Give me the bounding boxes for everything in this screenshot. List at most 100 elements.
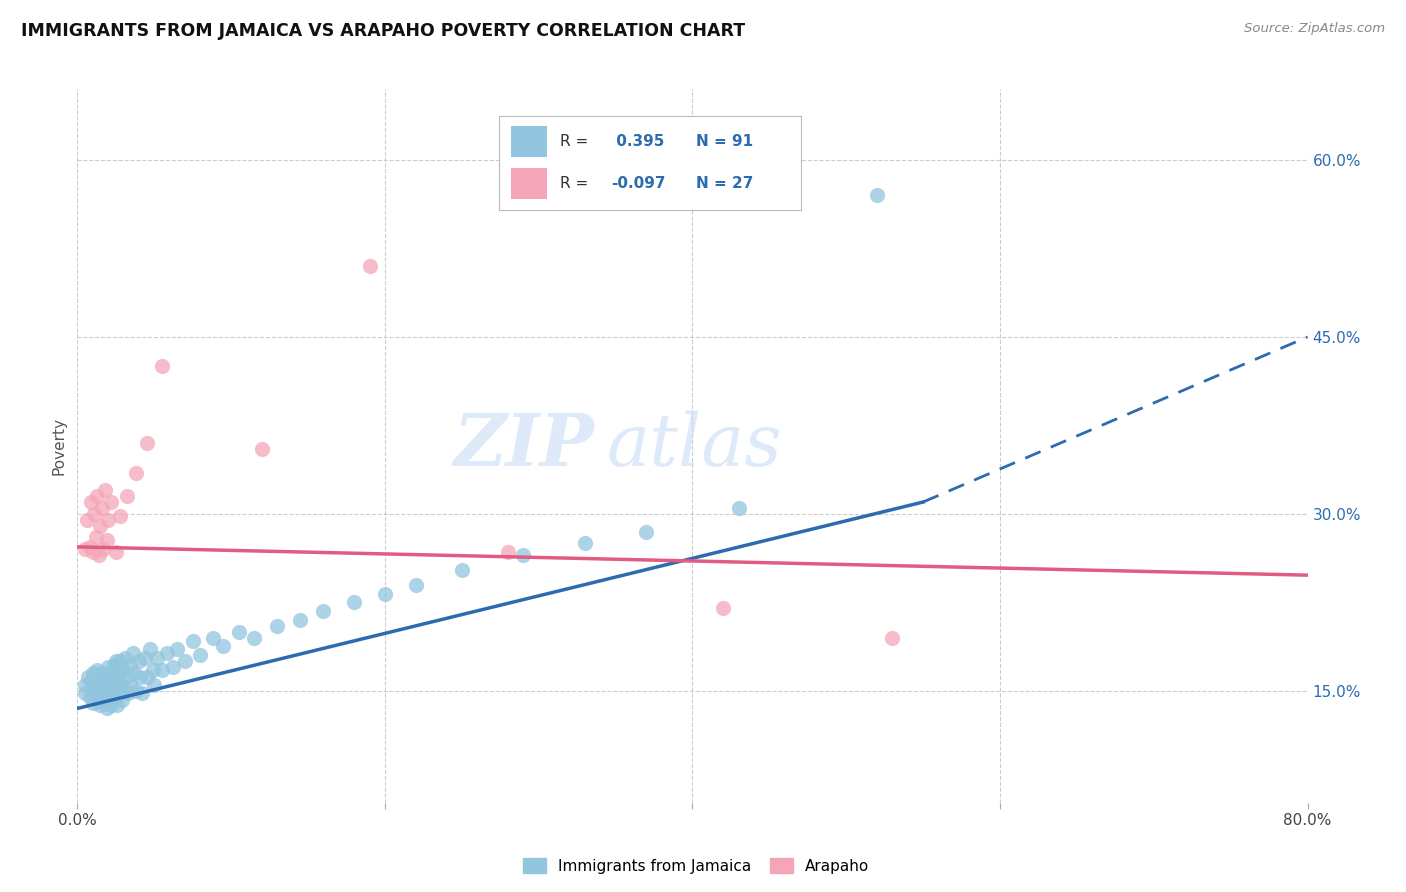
- Point: [128, 654, 150, 668]
- Point: [122, 666, 145, 681]
- Point: [359, 259, 381, 273]
- Point: [94, 483, 117, 498]
- Text: N = 91: N = 91: [696, 134, 752, 149]
- Point: [94, 674, 117, 689]
- Point: [90, 500, 114, 515]
- Point: [82, 696, 104, 710]
- Point: [112, 681, 135, 696]
- Point: [97, 678, 120, 692]
- Point: [103, 678, 125, 692]
- Point: [82, 544, 104, 558]
- Point: [101, 686, 124, 700]
- Point: [96, 701, 118, 715]
- Point: [882, 631, 904, 645]
- Point: [100, 681, 122, 696]
- Point: [250, 442, 273, 456]
- Point: [142, 663, 165, 677]
- Point: [115, 489, 138, 503]
- Point: [96, 533, 118, 547]
- Point: [100, 666, 122, 681]
- Point: [87, 693, 110, 707]
- Point: [110, 509, 132, 524]
- Point: [115, 670, 138, 684]
- Point: [87, 548, 110, 562]
- Legend: Immigrants from Jamaica, Arapaho: Immigrants from Jamaica, Arapaho: [517, 852, 875, 880]
- Point: [574, 536, 596, 550]
- Point: [636, 524, 658, 539]
- Point: [181, 634, 204, 648]
- Point: [79, 540, 101, 554]
- Point: [162, 660, 184, 674]
- Point: [150, 359, 173, 374]
- Point: [93, 681, 115, 696]
- Point: [84, 530, 107, 544]
- Bar: [512, 127, 547, 157]
- Point: [290, 613, 312, 627]
- Point: [105, 698, 128, 712]
- Text: IMMIGRANTS FROM JAMAICA VS ARAPAHO POVERTY CORRELATION CHART: IMMIGRANTS FROM JAMAICA VS ARAPAHO POVER…: [21, 22, 745, 40]
- Point: [82, 666, 104, 681]
- Point: [104, 544, 127, 558]
- Point: [201, 631, 224, 645]
- Text: 0.395: 0.395: [612, 134, 665, 149]
- Point: [73, 678, 96, 692]
- Point: [866, 188, 889, 202]
- Point: [212, 639, 235, 653]
- Point: [114, 650, 136, 665]
- Point: [86, 663, 108, 677]
- Point: [174, 654, 197, 668]
- Point: [89, 670, 111, 684]
- Point: [86, 690, 108, 704]
- Text: Source: ZipAtlas.com: Source: ZipAtlas.com: [1244, 22, 1385, 36]
- Point: [118, 657, 141, 672]
- Point: [405, 577, 427, 591]
- Point: [104, 670, 127, 684]
- Point: [84, 672, 107, 686]
- Point: [97, 660, 120, 674]
- Point: [101, 672, 124, 686]
- Point: [108, 666, 131, 681]
- Point: [155, 646, 177, 660]
- Point: [343, 595, 366, 609]
- Point: [79, 690, 101, 704]
- Point: [90, 686, 114, 700]
- Point: [93, 542, 115, 557]
- Point: [76, 513, 98, 527]
- Point: [129, 670, 152, 684]
- Point: [90, 678, 114, 692]
- Point: [100, 698, 122, 712]
- Point: [125, 466, 148, 480]
- Point: [166, 642, 188, 657]
- Point: [138, 642, 160, 657]
- Point: [98, 674, 121, 689]
- Point: [90, 666, 114, 681]
- Point: [96, 670, 118, 684]
- Point: [512, 548, 534, 562]
- Point: [89, 518, 111, 533]
- Point: [80, 674, 103, 689]
- Text: R =: R =: [560, 134, 588, 149]
- Point: [89, 683, 111, 698]
- Point: [93, 693, 115, 707]
- Point: [135, 670, 157, 684]
- Point: [104, 690, 127, 704]
- Point: [496, 544, 519, 558]
- Point: [84, 686, 107, 700]
- Point: [73, 686, 96, 700]
- Point: [83, 681, 105, 696]
- Point: [103, 657, 125, 672]
- Point: [105, 681, 128, 696]
- Point: [87, 674, 110, 689]
- Point: [150, 663, 173, 677]
- Point: [125, 683, 148, 698]
- Point: [111, 693, 134, 707]
- Point: [727, 500, 749, 515]
- Point: [104, 654, 127, 668]
- Text: R =: R =: [560, 177, 588, 192]
- Bar: [512, 169, 547, 199]
- Point: [143, 678, 166, 692]
- Point: [100, 495, 122, 509]
- Point: [73, 542, 96, 557]
- Text: ZIP: ZIP: [453, 410, 595, 482]
- Point: [120, 678, 142, 692]
